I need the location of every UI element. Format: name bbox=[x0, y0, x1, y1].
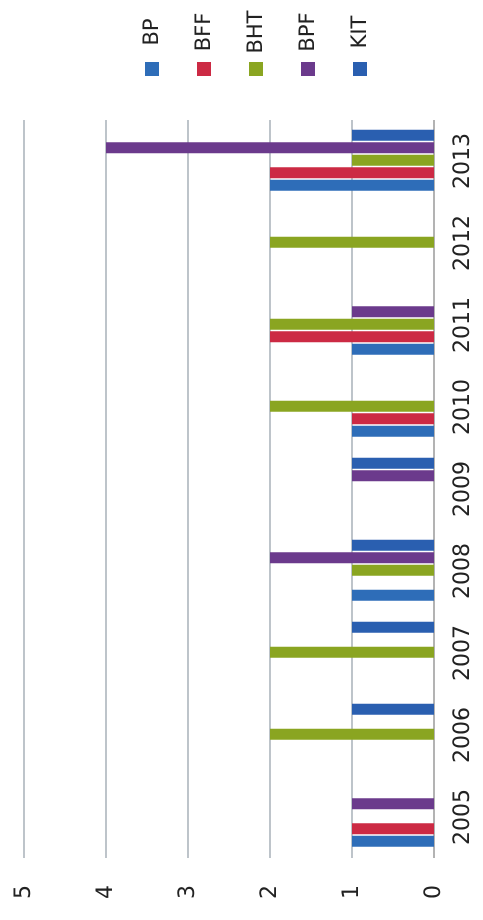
value-tick-label: 4 bbox=[93, 885, 118, 899]
value-tick-label: 0 bbox=[421, 885, 446, 899]
category-label-2007: 2007 bbox=[450, 625, 475, 681]
category-axis-labels: 2005 2006 2007 2008 2009 2010 2011 2012 2013 bbox=[450, 133, 475, 845]
bar-bff-2013 bbox=[270, 167, 434, 179]
bar-bp-2011 bbox=[352, 343, 434, 355]
bar-kit-2006 bbox=[352, 703, 434, 715]
bar-kit-2007 bbox=[352, 621, 434, 633]
bar-bff-2005 bbox=[352, 823, 434, 835]
legend-swatch-bp bbox=[145, 62, 159, 76]
bar-bff-2010 bbox=[352, 413, 434, 425]
bar-kit-2009 bbox=[352, 457, 434, 469]
legend-label-bp: BP bbox=[139, 18, 163, 45]
legend-label-bpf: BPF bbox=[295, 12, 319, 51]
legend: BP BFF BHT BPF KIT bbox=[139, 10, 371, 76]
bar-bpf-2005 bbox=[352, 798, 434, 810]
bar-bff-2011 bbox=[270, 331, 434, 343]
bar-bht-2013 bbox=[352, 154, 434, 166]
category-label-2011: 2011 bbox=[450, 297, 475, 353]
bar-bp-2013 bbox=[270, 179, 434, 191]
value-tick-label: 3 bbox=[175, 885, 200, 899]
legend-swatch-bff bbox=[197, 62, 211, 76]
bar-bht-2010 bbox=[270, 400, 434, 412]
bar-bpf-2009 bbox=[352, 470, 434, 482]
bar-bpf-2013 bbox=[106, 142, 434, 154]
category-label-2006: 2006 bbox=[450, 707, 475, 763]
bar-bpf-2011 bbox=[352, 306, 434, 318]
value-tick-label: 5 bbox=[11, 885, 36, 899]
bar-bht-2007 bbox=[270, 646, 434, 658]
bar-bp-2010 bbox=[352, 425, 434, 437]
category-label-2009: 2009 bbox=[450, 461, 475, 517]
legend-label-kit: KIT bbox=[347, 15, 371, 48]
bar-bht-2011 bbox=[270, 318, 434, 330]
category-label-2008: 2008 bbox=[450, 543, 475, 599]
category-label-2012: 2012 bbox=[450, 215, 475, 271]
category-label-2010: 2010 bbox=[450, 379, 475, 435]
legend-swatch-kit bbox=[353, 62, 367, 76]
legend-label-bff: BFF bbox=[191, 13, 215, 52]
bar-bp-2005 bbox=[352, 835, 434, 847]
bar-series bbox=[106, 129, 434, 847]
bar-bpf-2008 bbox=[270, 552, 434, 564]
bar-bht-2008 bbox=[352, 564, 434, 576]
gridlines bbox=[23, 120, 435, 858]
category-label-2013: 2013 bbox=[450, 133, 475, 189]
legend-swatch-bht bbox=[249, 62, 263, 76]
bar-kit-2013 bbox=[352, 129, 434, 141]
bar-bp-2008 bbox=[352, 589, 434, 601]
bar-kit-2008 bbox=[352, 539, 434, 551]
legend-label-bht: BHT bbox=[243, 10, 267, 53]
value-tick-label: 2 bbox=[257, 885, 282, 899]
category-label-2005: 2005 bbox=[450, 789, 475, 845]
bar-bht-2006 bbox=[270, 728, 434, 740]
value-tick-label: 1 bbox=[339, 885, 364, 899]
value-axis-tick-labels: 0 1 2 3 4 5 bbox=[11, 885, 446, 899]
legend-swatch-bpf bbox=[301, 62, 315, 76]
bar-bht-2012 bbox=[270, 236, 434, 248]
